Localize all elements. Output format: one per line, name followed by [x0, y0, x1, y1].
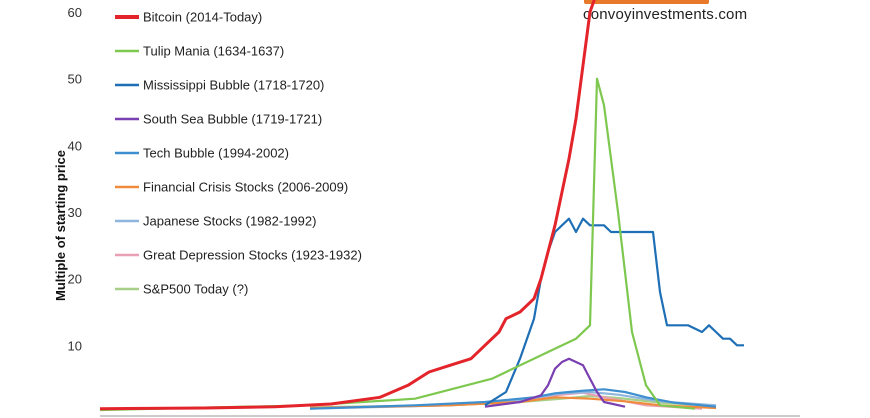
brand-site-text: convoyinvestments.com	[583, 6, 748, 23]
y-tick-label: 10	[68, 338, 82, 353]
legend-label: S&P500 Today (?)	[143, 282, 248, 297]
legend-label: Bitcoin (2014-Today)	[143, 10, 262, 25]
brand-logo-bar	[584, 0, 709, 4]
series-line	[484, 217, 744, 407]
y-tick-label: 40	[68, 138, 82, 153]
y-tick-label: 30	[68, 205, 82, 220]
legend-label: South Sea Bubble (1719-1721)	[143, 112, 322, 127]
y-tick-label: 20	[68, 272, 82, 287]
y-tick-label: 50	[68, 72, 82, 87]
series-line	[99, 0, 596, 411]
series-line	[484, 357, 626, 408]
legend-label: Tech Bubble (1994-2002)	[143, 146, 289, 161]
legend-label: Tulip Mania (1634-1637)	[143, 44, 284, 59]
legend-label: Great Depression Stocks (1923-1932)	[143, 248, 362, 263]
series-line	[309, 388, 717, 410]
legend-label: Mississippi Bubble (1718-1720)	[143, 78, 324, 93]
series-line	[309, 396, 717, 410]
y-tick-label: 60	[68, 5, 82, 20]
series-line	[99, 77, 696, 412]
legend-label: Japanese Stocks (1982-1992)	[143, 214, 316, 229]
legend-label: Financial Crisis Stocks (2006-2009)	[143, 180, 348, 195]
series-group	[99, 0, 744, 412]
